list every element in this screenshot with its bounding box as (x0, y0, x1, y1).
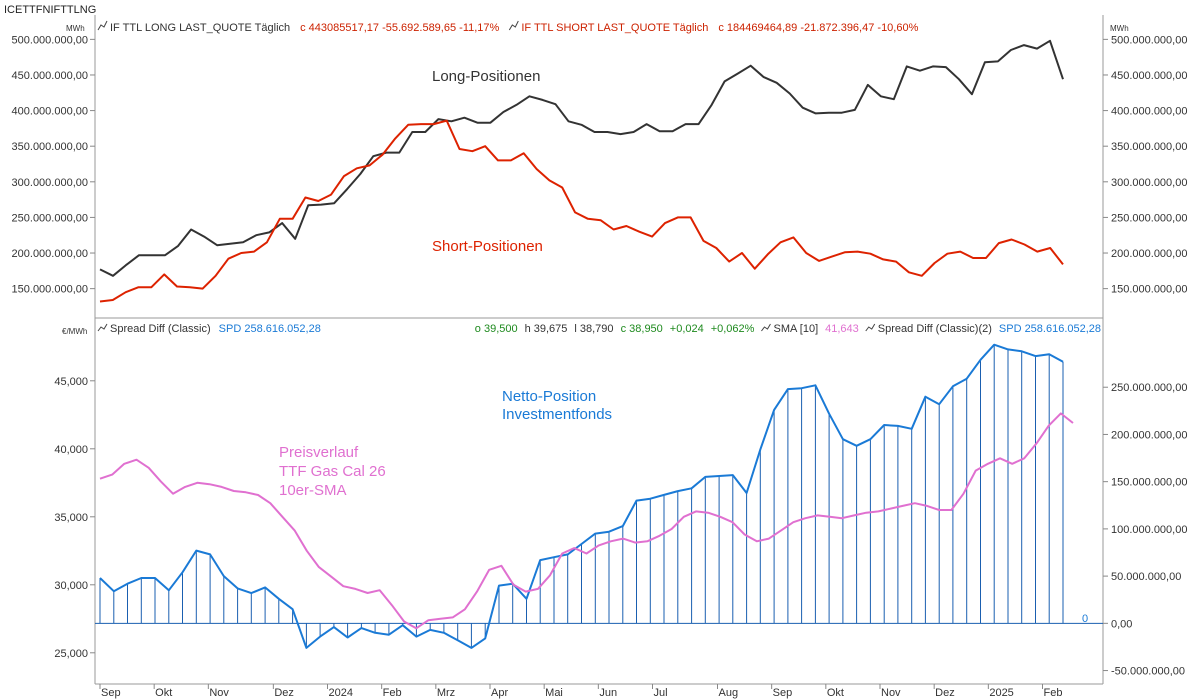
bottom-legend: Spread Diff (Classic) SPD 258.616.052,28 o… (97, 323, 1101, 335)
top-y-tick-left: 450.000.000,00 (12, 70, 88, 82)
top-y-axis-left: 150.000.000,00 200.000.000,00 250.000.000,… (12, 34, 95, 296)
annotation-netto-1: Netto-Position (502, 388, 596, 405)
bottom-legend-item: SMA [10] (774, 323, 819, 335)
netto-bars (99, 344, 1064, 648)
bottom-y-tick-right: 250.000.000,00 (1111, 382, 1187, 394)
annotation-price-2: TTF Gas Cal 26 (279, 463, 386, 480)
annotation-short: Short-Positionen (432, 238, 543, 255)
top-y-tick-left: 150.000.000,00 (12, 284, 88, 296)
bottom-y-tick-right: 150.000.000,00 (1111, 477, 1187, 489)
legend-line-icon (865, 323, 876, 332)
top-unit-left: MWh (66, 24, 85, 33)
x-tick-label: Nov (209, 687, 229, 699)
x-axis: Sep Okt Nov Dez 2024 Feb Mrz Apr Mai Jun Jul Aug Sep… (99, 684, 1063, 699)
bottom-y-axis-left: 25,000 30,000 35,000 40,000 45,000 (54, 376, 95, 660)
x-tick-label: Feb (383, 687, 402, 699)
bottom-legend-item: l 38,790 (574, 323, 613, 335)
x-tick-label: Okt (827, 687, 844, 699)
bottom-legend-item: SPD 258.616.052,28 (999, 323, 1101, 335)
short-positions-line (99, 119, 1064, 303)
bottom-series (99, 343, 1074, 649)
bottom-y-tick-left: 40,000 (54, 444, 88, 456)
top-y-tick-right: 500.000.000,00 (1111, 34, 1187, 46)
bottom-y-tick-right: 50.000.000,00 (1111, 571, 1181, 583)
bottom-legend-item: h 39,675 (525, 323, 568, 335)
top-legend-item: IF TTL LONG LAST_QUOTE Täglich (110, 22, 290, 34)
top-y-tick-right: 150.000.000,00 (1111, 284, 1187, 296)
x-tick-label: Feb (1044, 687, 1063, 699)
bottom-y-tick-left: 45,000 (54, 376, 88, 388)
top-y-axis-right: 150.000.000,00 200.000.000,00 250.000.000,… (1103, 34, 1187, 296)
top-y-tick-right: 400.000.000,00 (1111, 106, 1187, 118)
bottom-legend-item: SPD 258.616.052,28 (219, 323, 321, 335)
long-positions-line (99, 39, 1064, 277)
top-legend-item: c 443085517,17 -55.692.589,65 -11,17% (300, 22, 499, 34)
top-unit-right: MWh (1110, 24, 1129, 33)
bottom-y-tick-right: 100.000.000,00 (1111, 524, 1187, 536)
x-tick-label: Aug (719, 687, 739, 699)
bottom-y-tick-left: 35,000 (54, 512, 88, 524)
annotation-price-3: 10er-SMA (279, 482, 347, 499)
x-tick-label: Okt (155, 687, 172, 699)
top-y-tick-left: 400.000.000,00 (12, 106, 88, 118)
legend-line-icon (97, 20, 108, 31)
bottom-legend-item: c 38,950 (621, 323, 663, 335)
top-y-tick-left: 500.000.000,00 (12, 34, 88, 46)
top-y-tick-right: 350.000.000,00 (1111, 141, 1187, 153)
top-legend-item: IF TTL SHORT LAST_QUOTE Täglich (521, 22, 708, 34)
x-tick-label: 2025 (989, 687, 1013, 699)
x-tick-label: Dez (935, 687, 955, 699)
x-tick-label: Mai (545, 687, 563, 699)
bottom-y-tick-left: 30,000 (54, 580, 88, 592)
top-y-tick-right: 450.000.000,00 (1111, 70, 1187, 82)
top-y-tick-left: 300.000.000,00 (12, 177, 88, 189)
annotation-price-1: Preisverlauf (279, 444, 359, 461)
bottom-y-tick-right: 200.000.000,00 (1111, 429, 1187, 441)
top-y-tick-left: 250.000.000,00 (12, 212, 88, 224)
legend-line-icon (508, 20, 519, 31)
top-y-tick-right: 250.000.000,00 (1111, 212, 1187, 224)
x-tick-label: 2024 (329, 687, 353, 699)
bottom-legend-item: +0,024 (670, 323, 704, 335)
x-tick-label: Sep (101, 687, 121, 699)
sma-price-line (99, 412, 1074, 630)
bottom-y-tick-left: 25,000 (54, 648, 88, 660)
x-tick-label: Jul (654, 687, 668, 699)
x-tick-label: Dez (274, 687, 294, 699)
x-tick-label: Sep (773, 687, 793, 699)
top-panel: MWh MWh IF TTL LONG LAST_QUOTE Täglich c … (12, 20, 1187, 303)
top-y-tick-left: 350.000.000,00 (12, 141, 88, 153)
bottom-unit-left: €/MWh (62, 327, 87, 336)
legend-line-icon (97, 323, 108, 332)
bottom-y-tick-right: -50.000.000,00 (1111, 666, 1185, 678)
netto-position-line (99, 343, 1064, 649)
symbol-label: ICETTFNIFTTLNG (4, 4, 96, 16)
bottom-y-axis-right: -50.000.000,00 0,00 50.000.000,00 100.000.0… (95, 382, 1187, 678)
top-series (99, 39, 1064, 303)
bottom-legend-item: +0,062% (711, 323, 755, 335)
x-tick-label: Nov (881, 687, 901, 699)
top-y-tick-right: 200.000.000,00 (1111, 248, 1187, 260)
top-legend: IF TTL LONG LAST_QUOTE Täglich c 44308551… (97, 20, 919, 34)
bottom-legend-item: 41,643 (825, 323, 859, 335)
x-tick-label: Apr (491, 687, 508, 699)
x-tick-label: Jun (599, 687, 617, 699)
annotation-long: Long-Positionen (432, 68, 540, 85)
zero-label: 0 (1082, 613, 1088, 625)
bottom-legend-item: Spread Diff (Classic)(2) (878, 323, 992, 335)
annotation-netto-2: Investmentfonds (502, 406, 612, 423)
legend-line-icon (761, 323, 771, 332)
bottom-y-tick-right: 0,00 (1111, 618, 1132, 630)
bottom-legend-item: o 39,500 (475, 323, 518, 335)
top-legend-item: c 184469464,89 -21.872.396,47 -10,60% (718, 22, 918, 34)
top-y-tick-right: 300.000.000,00 (1111, 177, 1187, 189)
x-tick-label: Mrz (437, 687, 455, 699)
bottom-legend-item: Spread Diff (Classic) (110, 323, 211, 335)
bottom-panel: €/MWh Spread Diff (Classic) SPD 258.616.0… (54, 323, 1187, 678)
top-y-tick-left: 200.000.000,00 (12, 248, 88, 260)
